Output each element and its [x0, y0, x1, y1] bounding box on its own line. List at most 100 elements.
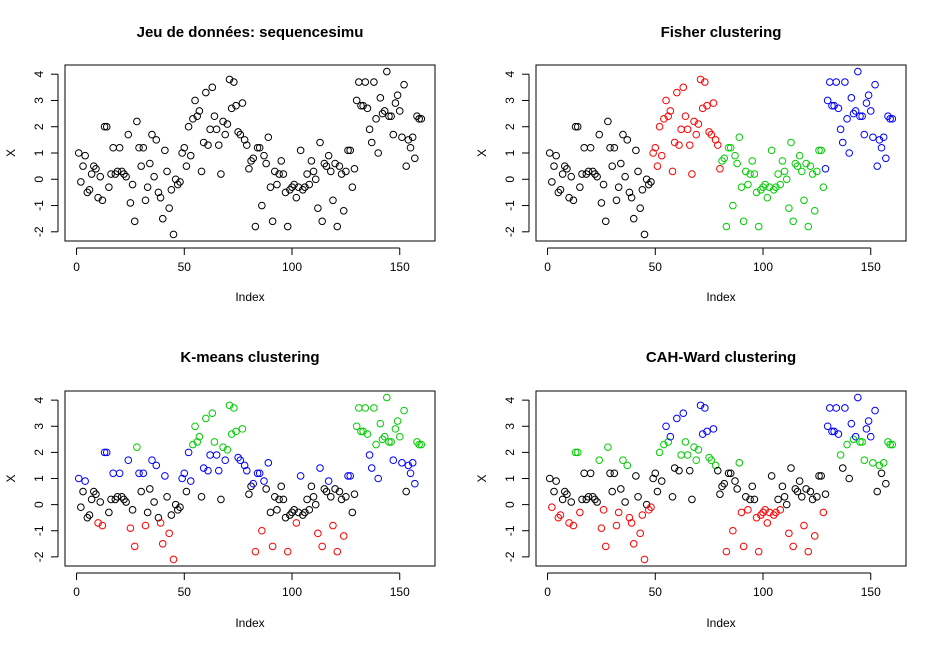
point	[262, 159, 270, 168]
point	[789, 217, 797, 226]
point	[582, 170, 591, 178]
point	[705, 128, 713, 136]
point	[828, 101, 836, 110]
y-tick-label: 1	[503, 149, 517, 156]
point	[195, 432, 204, 441]
point	[81, 151, 89, 160]
point	[199, 138, 208, 147]
point	[800, 196, 808, 205]
point	[322, 487, 331, 496]
point	[94, 519, 102, 527]
point	[126, 199, 135, 207]
point	[374, 474, 383, 483]
point	[264, 133, 273, 142]
point	[573, 448, 582, 457]
point	[554, 513, 563, 522]
point	[780, 492, 789, 501]
point	[746, 495, 754, 504]
point	[847, 94, 856, 102]
point	[584, 167, 593, 176]
point	[573, 122, 582, 131]
point	[662, 96, 670, 105]
point	[208, 409, 217, 418]
chart-title: K-means clustering	[180, 349, 319, 366]
point	[96, 498, 105, 506]
x-tick-label: 100	[753, 585, 773, 599]
point	[772, 508, 780, 517]
point	[167, 511, 176, 519]
point	[227, 430, 236, 438]
point	[152, 461, 161, 470]
point	[210, 438, 219, 446]
point	[298, 185, 307, 194]
point	[612, 521, 621, 530]
point	[146, 159, 154, 168]
y-tick-label: 3	[503, 97, 517, 104]
point	[212, 451, 221, 459]
point	[802, 159, 810, 168]
point	[832, 404, 841, 412]
point	[346, 146, 354, 155]
point	[612, 196, 621, 205]
point	[675, 466, 683, 475]
point	[102, 448, 111, 457]
point	[247, 482, 255, 491]
point	[130, 217, 139, 226]
point	[698, 430, 707, 438]
point	[724, 469, 733, 478]
point	[279, 495, 288, 504]
point	[314, 529, 322, 538]
point	[720, 154, 729, 163]
y-tick-label: 1	[503, 475, 517, 482]
point	[826, 404, 834, 412]
point	[882, 154, 890, 163]
point	[677, 125, 685, 134]
point	[376, 419, 385, 428]
point	[685, 466, 694, 475]
x-tick-label: 150	[861, 260, 881, 274]
point	[348, 183, 357, 191]
panel: CAH-Ward clustering 0 50 100 150 -2 -1 0 1 2 3 4 Ind…	[475, 349, 907, 630]
point	[746, 170, 754, 178]
point	[836, 125, 845, 134]
point	[133, 443, 141, 451]
point	[400, 406, 408, 415]
point	[283, 222, 292, 231]
point	[552, 477, 560, 485]
point	[98, 521, 107, 530]
point	[657, 477, 666, 485]
point	[85, 185, 94, 194]
point	[281, 188, 290, 197]
point	[176, 178, 184, 186]
point	[148, 130, 156, 139]
point	[645, 180, 653, 189]
point	[146, 485, 154, 493]
point	[120, 495, 128, 504]
point	[662, 422, 670, 431]
point	[879, 133, 888, 142]
point	[576, 183, 584, 191]
point	[415, 115, 423, 123]
point	[752, 188, 761, 197]
y-tick-label: 4	[32, 71, 46, 78]
point	[322, 162, 331, 170]
point	[199, 464, 208, 472]
point	[688, 495, 696, 504]
point	[156, 193, 165, 202]
point	[352, 422, 361, 431]
point	[563, 490, 571, 498]
point	[862, 99, 871, 107]
point	[675, 141, 683, 149]
point	[666, 432, 675, 441]
point	[554, 188, 563, 197]
point	[722, 547, 731, 556]
point	[225, 75, 234, 84]
point	[320, 159, 329, 168]
point	[391, 425, 400, 433]
y-tick-label: 3	[32, 97, 46, 104]
point	[85, 511, 94, 519]
point	[733, 159, 741, 168]
point	[234, 453, 242, 462]
point	[649, 474, 657, 483]
point	[845, 149, 854, 157]
